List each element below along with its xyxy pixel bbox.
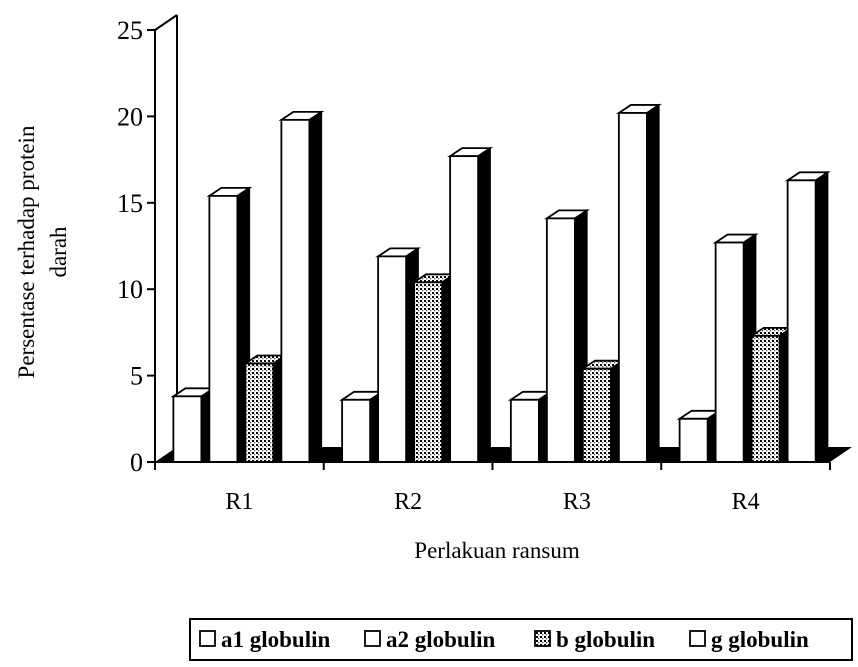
bar	[543, 208, 590, 464]
legend-label: a1 globulin	[221, 627, 331, 652]
x-axis: R1 R2 R3 R4	[154, 461, 831, 515]
y-axis-title-line1: Persentase terhadap protein	[14, 125, 39, 378]
bar	[411, 272, 458, 464]
y-axis-title: Persentase terhadap protein darah	[14, 125, 71, 378]
y-tick-label: 15	[117, 189, 143, 218]
x-axis-title: Perlakuan ransum	[414, 538, 580, 563]
bar	[375, 246, 422, 464]
legend-item: a1 globulin	[199, 627, 331, 652]
bar	[579, 359, 626, 464]
floor	[155, 447, 852, 462]
legend-swatch	[364, 630, 381, 647]
legend-swatch	[534, 630, 551, 647]
y-tick-label: 10	[117, 275, 143, 304]
bar	[748, 326, 795, 464]
plot-frame	[154, 14, 852, 462]
y-tick-label: 25	[117, 16, 143, 45]
bar	[170, 386, 217, 464]
legend: a1 globulin a2 globulin b globulin g globul…	[189, 618, 853, 661]
bar	[447, 146, 494, 464]
legend-box	[189, 618, 853, 661]
bar	[712, 233, 759, 464]
bar	[615, 103, 662, 464]
y-tick-label: 20	[117, 102, 143, 131]
y-axis-title-line2: darah	[46, 226, 71, 278]
bar	[507, 390, 554, 464]
legend-label: g globulin	[711, 627, 809, 652]
x-tick-label: R4	[732, 489, 760, 515]
bar	[676, 409, 723, 464]
legend-label: b globulin	[556, 627, 655, 652]
bar	[278, 110, 325, 464]
x-tick-label: R1	[225, 489, 253, 515]
y-tick-label: 5	[130, 362, 143, 391]
y-axis: 0 5 10 15 20 25	[117, 16, 156, 477]
bar	[339, 390, 386, 464]
legend-item: g globulin	[689, 627, 809, 652]
bar	[784, 170, 831, 464]
bar	[206, 186, 253, 464]
x-tick-label: R2	[394, 489, 422, 515]
legend-item: b globulin	[534, 627, 655, 652]
legend-item: a2 globulin	[364, 627, 496, 652]
legend-label: a2 globulin	[386, 627, 496, 652]
x-tick-label: R3	[563, 489, 591, 515]
top-depth-line	[154, 14, 178, 31]
bars	[170, 103, 831, 464]
bar	[242, 354, 289, 464]
legend-swatch	[689, 630, 706, 647]
y-tick-label: 0	[130, 448, 143, 477]
legend-swatch	[199, 630, 216, 647]
